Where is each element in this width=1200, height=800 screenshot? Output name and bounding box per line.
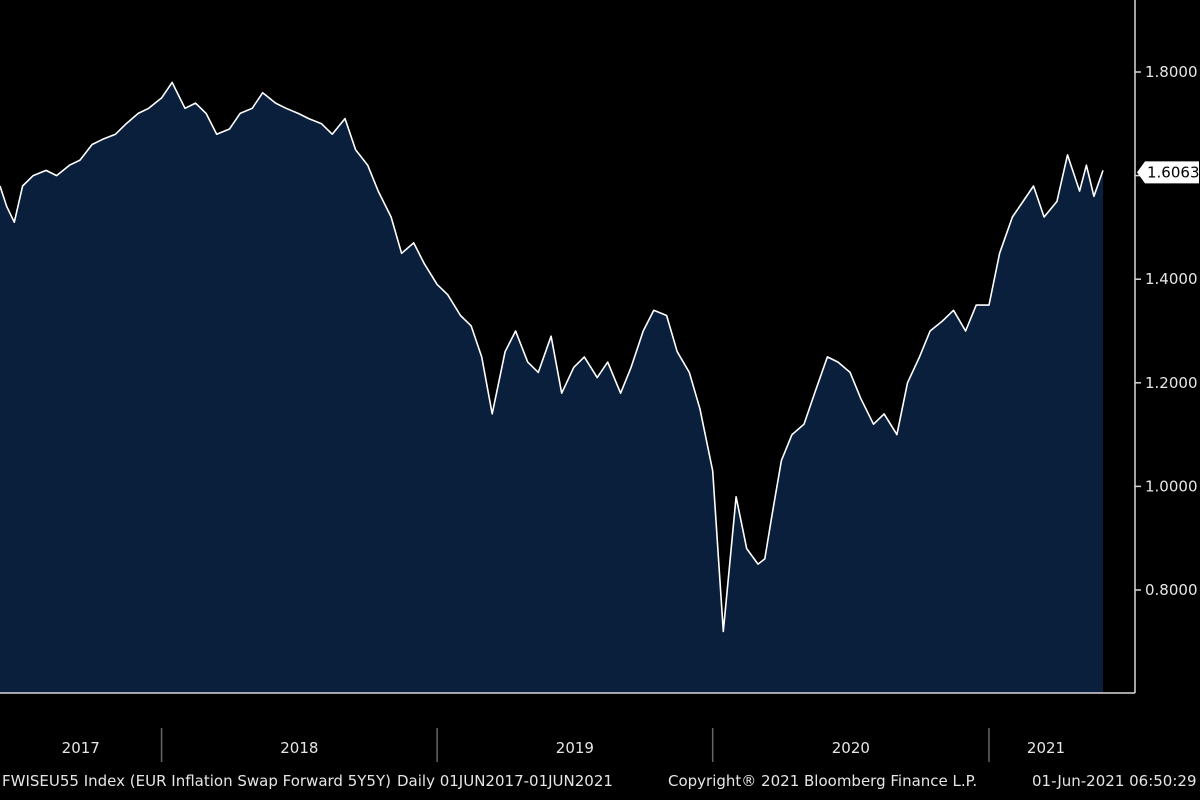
- y-tick-label: 1.8000: [1145, 63, 1198, 81]
- labels-layer: 0.80001.00001.20001.40001.60001.80002017…: [62, 63, 1200, 757]
- y-tick-label: 1.2000: [1145, 374, 1198, 392]
- last-value-badge: [1137, 161, 1199, 184]
- footer-frequency-range: Daily 01JUN2017-01JUN2021: [397, 772, 613, 790]
- area-layer: [0, 81, 1104, 693]
- last-value-label: 1.6063: [1147, 163, 1200, 181]
- footer-ticker: FWISEU55 Index (EUR Inflation Swap Forwa…: [2, 772, 391, 790]
- y-tick-label: 1.4000: [1145, 270, 1198, 288]
- x-tick-label: 2019: [556, 739, 594, 757]
- x-tick-label: 2017: [62, 739, 100, 757]
- axes-layer: [0, 0, 1141, 762]
- series-line: [0, 81, 1104, 633]
- footer-bar: FWISEU55 Index (EUR Inflation Swap Forwa…: [0, 768, 1200, 796]
- y-tick-label: 0.8000: [1145, 581, 1198, 599]
- y-tick-label: 1.0000: [1145, 477, 1198, 495]
- x-tick-label: 2021: [1027, 739, 1065, 757]
- last-value-marker: 1.6063: [1137, 161, 1200, 184]
- footer-copyright: Copyright® 2021 Bloomberg Finance L.P.: [668, 772, 978, 790]
- series-area: [0, 82, 1103, 693]
- x-tick-label: 2020: [832, 739, 870, 757]
- x-tick-label: 2018: [280, 739, 318, 757]
- footer-timestamp: 01-Jun-2021 06:50:29: [1032, 772, 1197, 790]
